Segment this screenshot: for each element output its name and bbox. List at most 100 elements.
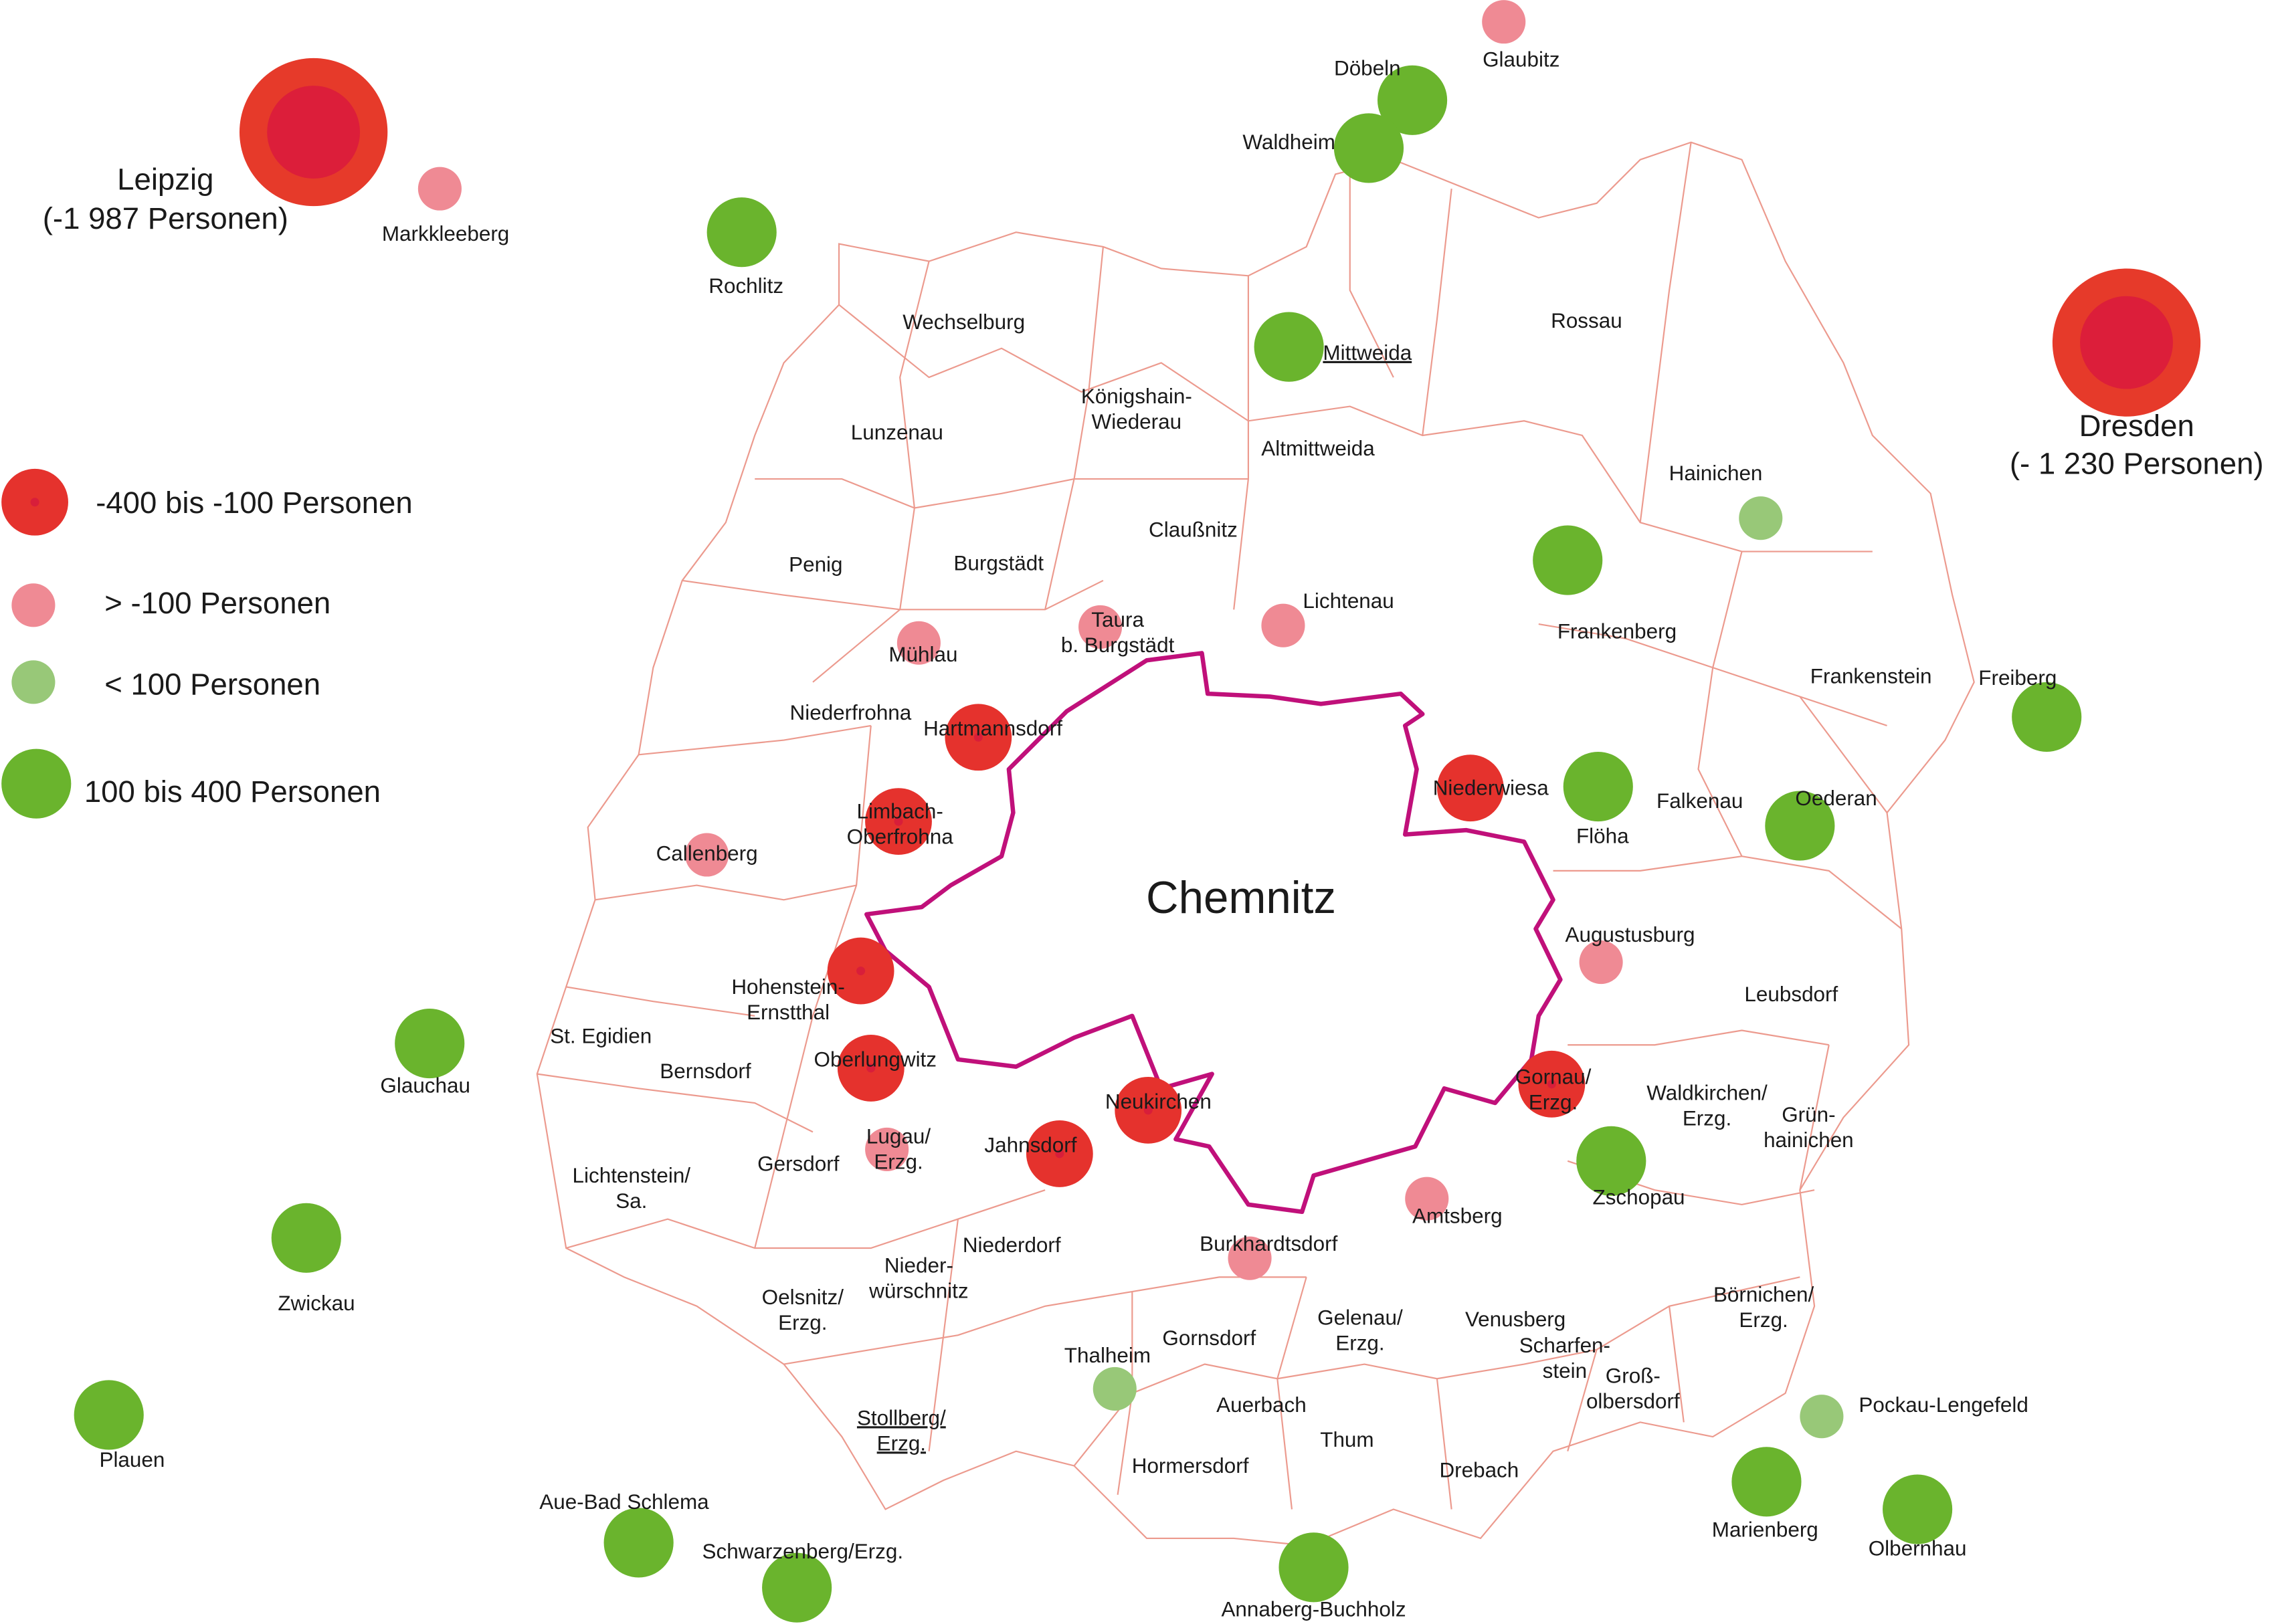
place-label: hainichen [1764,1128,1854,1152]
place-label: Gornau/ [1515,1065,1592,1088]
place-label: Wiederau [1092,410,1182,433]
place-label: Venusberg [1465,1308,1566,1331]
place-marker-dot [973,732,983,742]
place-marker [865,1127,909,1171]
place-label: Börnichen/ [1713,1283,1814,1306]
place-label: Olbernhau [1869,1537,1967,1560]
place-marker [896,621,941,665]
place-marker [395,1008,465,1079]
place-label: Scharfen- [1519,1334,1610,1357]
legend-marker-dot [30,498,39,507]
place-label: Callenberg [656,841,758,865]
legend-marker [11,583,56,627]
place-marker-dot [866,1063,876,1073]
legend-label: > -100 Personen [104,586,330,620]
place-marker [1228,1236,1272,1280]
place-label: Frankenberg [1557,619,1677,643]
place-label: Oberlungwitz [814,1047,937,1071]
city-marker-inner [2080,296,2173,389]
place-label: Sa. [615,1189,647,1213]
place-marker [1883,1474,1953,1544]
place-label: Döbeln [1334,57,1401,80]
city-name: Leipzig [117,162,213,196]
place-marker [1261,603,1305,647]
place-label: Lichtenau [1303,589,1394,613]
place-marker [1533,525,1603,595]
place-label: würschnitz [868,1279,969,1302]
place-label: Auerbach [1216,1393,1307,1417]
place-marker [1579,940,1623,985]
place-marker-dot [1466,783,1475,793]
place-label: Hormersdorf [1132,1454,1249,1478]
place-label: Amtsberg [1412,1205,1503,1228]
place-label: Oederan [1795,787,1877,810]
place-marker-dot [856,967,866,976]
place-label: Hohenstein- [731,975,845,999]
place-label: stein [1543,1359,1587,1383]
place-label: Erzg. [1739,1308,1788,1332]
place-marker [1563,751,1633,822]
place-label: Mühlau [888,643,957,666]
place-label: Glaubitz [1483,48,1559,72]
place-label: Zwickau [278,1292,355,1315]
place-marker [1405,1177,1449,1221]
place-label: Aue-Bad Schlema [539,1490,709,1514]
place-label: Niederdorf [963,1233,1061,1257]
place-label: Zschopau [1592,1186,1685,1209]
place-marker [74,1380,144,1450]
place-label: Flöha [1576,824,1629,847]
place-marker [417,167,462,211]
place-marker [603,1508,674,1578]
place-label: Falkenau [1656,789,1743,813]
place-marker [1800,1395,1844,1439]
place-label: Königshain- [1081,385,1192,408]
place-label: Jahnsdorf [984,1133,1076,1156]
place-label: Thalheim [1064,1344,1151,1367]
place-label: Oberfrohna [847,825,954,848]
place-label: Glauchau [380,1074,470,1097]
place-label: Freiberg [1978,666,2057,690]
place-marker [271,1203,341,1273]
place-label: Lugau/ [866,1124,931,1148]
place-label: Erzg. [1529,1090,1578,1114]
place-marker-dot [1547,1080,1556,1089]
place-label: Hainichen [1669,462,1763,485]
place-marker [1333,113,1404,183]
place-label: Thum [1320,1428,1373,1451]
place-marker [762,1552,832,1623]
place-marker [1093,1366,1137,1411]
place-label: Rossau [1551,309,1622,332]
place-label: Schwarzenberg/Erzg. [702,1540,904,1563]
place-label: Frankenstein [1810,665,1932,688]
place-label: Waldkirchen/ [1646,1081,1768,1104]
place-label: Stollberg/ [857,1406,946,1429]
place-label: Wechselburg [903,310,1025,334]
place-label: Annaberg-Buchholz [1221,1598,1406,1621]
place-marker-dot [894,817,903,826]
place-marker [1482,0,1526,44]
place-label: Gornsdorf [1162,1326,1256,1350]
place-label: Rochlitz [708,274,783,298]
place-label: Nieder- [884,1253,953,1277]
place-marker [685,833,729,877]
city-marker-inner [267,86,361,179]
place-marker [1278,1532,1349,1603]
place-label: Lichtenstein/ [573,1164,691,1187]
place-marker [1731,1447,1802,1517]
place-label: Neukirchen [1105,1090,1212,1113]
place-label: Burkhardtsdorf [1200,1232,1337,1255]
legend-label: 100 bis 400 Personen [84,775,381,809]
place-label: Ernstthal [747,1001,830,1024]
place-label: Waldheim [1242,130,1335,154]
city-name: Dresden [2079,409,2194,443]
place-marker [2012,682,2082,752]
place-marker [1739,496,1783,540]
place-label: Erzg. [1335,1332,1384,1355]
city-note: (-1 987 Personen) [43,201,288,235]
place-label: Niederwiesa [1433,777,1549,800]
place-label: Mittweida [1323,341,1412,365]
region-outline [536,141,1975,1546]
place-label: Erzg. [1683,1106,1731,1130]
district-lines [537,142,1902,1510]
place-marker [706,197,777,268]
